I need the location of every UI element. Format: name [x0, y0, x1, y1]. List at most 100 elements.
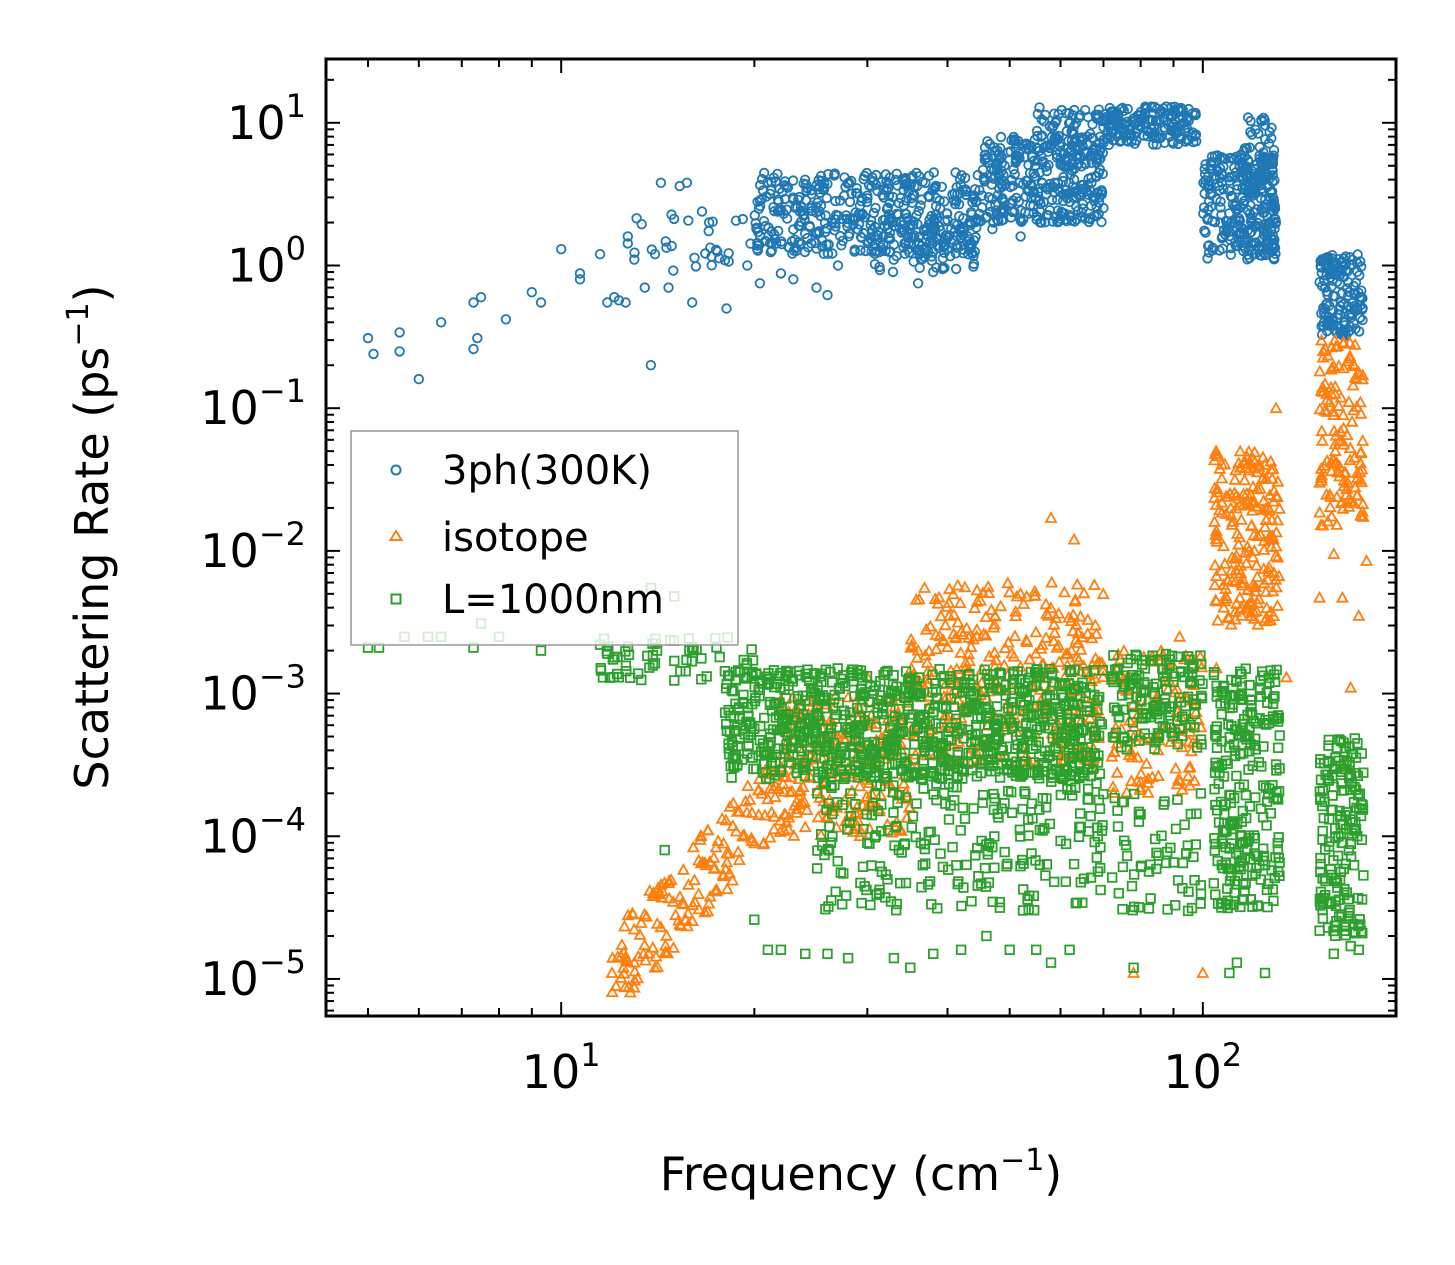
- point-isotope: [1325, 509, 1339, 522]
- point-3ph: [1239, 183, 1251, 195]
- point-isotope: [1087, 578, 1101, 590]
- point-3ph: [1264, 216, 1276, 228]
- point-3ph: [756, 173, 768, 185]
- point-3ph: [811, 243, 822, 254]
- legend-label-boundary: L=1000nm: [442, 577, 664, 623]
- point-3ph: [622, 231, 634, 242]
- point-3ph: [992, 145, 1003, 156]
- point-boundary: [1085, 810, 1096, 822]
- point-isotope: [628, 964, 642, 977]
- point-isotope: [1237, 473, 1252, 486]
- point-isotope: [1008, 629, 1022, 642]
- point-boundary: [989, 862, 1000, 874]
- point-3ph: [995, 131, 1007, 143]
- point-3ph: [1200, 227, 1211, 238]
- y-axis-label: Scattering Rate (ps−1): [61, 284, 119, 789]
- point-boundary: [1073, 831, 1085, 843]
- point-3ph: [1268, 252, 1280, 263]
- point-isotope: [1344, 680, 1358, 693]
- point-3ph: [1034, 206, 1046, 217]
- point-isotope: [739, 794, 753, 807]
- point-3ph: [905, 219, 916, 230]
- point-3ph: [926, 255, 938, 267]
- point-boundary: [1113, 888, 1125, 899]
- point-3ph: [1154, 107, 1166, 119]
- point-3ph: [1008, 164, 1019, 175]
- point-boundary: [1315, 852, 1326, 864]
- point-3ph: [982, 152, 994, 164]
- point-3ph: [1080, 158, 1091, 170]
- point-3ph: [983, 157, 994, 168]
- point-boundary: [959, 813, 971, 824]
- x-tick-label: 101: [522, 1036, 601, 1099]
- point-3ph: [951, 195, 962, 207]
- point-3ph: [666, 209, 677, 220]
- point-3ph: [882, 219, 893, 230]
- point-boundary: [1075, 808, 1086, 819]
- point-3ph: [1206, 163, 1217, 175]
- point-3ph: [1322, 317, 1333, 329]
- point-3ph: [1248, 188, 1260, 199]
- point-isotope: [984, 603, 998, 615]
- point-boundary: [1094, 803, 1106, 815]
- point-3ph: [982, 136, 993, 147]
- point-3ph: [1322, 251, 1334, 263]
- point-boundary: [1126, 880, 1138, 892]
- point-3ph: [834, 195, 846, 206]
- point-isotope: [1002, 585, 1017, 598]
- point-isotope: [1315, 433, 1329, 446]
- point-3ph: [934, 221, 945, 232]
- point-3ph: [1034, 167, 1045, 178]
- point-isotope: [720, 882, 734, 895]
- point-3ph: [1270, 213, 1281, 225]
- y-tick-label: 10−5: [200, 943, 306, 1006]
- point-3ph: [1141, 103, 1153, 114]
- point-3ph: [795, 200, 807, 212]
- point-3ph: [1105, 131, 1116, 143]
- point-3ph: [849, 246, 860, 257]
- point-boundary: [1197, 678, 1208, 690]
- point-3ph: [1051, 132, 1062, 143]
- point-isotope: [660, 928, 674, 941]
- point-boundary: [1064, 944, 1075, 956]
- point-boundary: [968, 803, 979, 814]
- point-boundary: [1231, 957, 1243, 968]
- point-boundary: [1112, 821, 1124, 832]
- point-isotope: [1259, 585, 1273, 597]
- point-3ph: [1073, 145, 1084, 156]
- point-3ph: [1053, 109, 1064, 120]
- point-isotope: [627, 922, 641, 935]
- data-points-layer: [362, 101, 1374, 998]
- point-3ph: [1098, 137, 1109, 148]
- point-isotope: [1312, 590, 1327, 603]
- point-boundary: [1107, 872, 1118, 883]
- point-3ph: [649, 248, 661, 260]
- point-3ph: [535, 297, 547, 308]
- point-3ph: [1013, 148, 1025, 159]
- point-isotope: [669, 908, 683, 920]
- point-boundary: [906, 822, 918, 833]
- point-3ph: [1246, 240, 1258, 251]
- point-3ph: [1242, 154, 1254, 166]
- point-isotope: [701, 823, 715, 836]
- point-3ph: [1337, 271, 1349, 283]
- point-boundary: [840, 890, 852, 901]
- point-isotope: [917, 581, 932, 593]
- point-3ph: [1338, 317, 1350, 328]
- point-3ph: [1258, 229, 1270, 240]
- point-isotope: [711, 834, 725, 846]
- point-3ph: [1086, 200, 1097, 211]
- point-boundary: [1112, 805, 1123, 816]
- point-3ph: [1353, 326, 1365, 337]
- point-boundary: [1259, 967, 1271, 979]
- point-3ph: [1156, 105, 1168, 117]
- point-3ph: [766, 176, 777, 188]
- point-3ph: [1356, 304, 1368, 315]
- point-3ph: [865, 215, 877, 227]
- point-3ph: [1254, 141, 1265, 153]
- point-3ph: [1093, 208, 1104, 220]
- point-3ph: [800, 179, 812, 190]
- point-boundary: [1143, 903, 1155, 914]
- point-isotope: [1335, 590, 1349, 603]
- point-3ph: [1259, 194, 1271, 205]
